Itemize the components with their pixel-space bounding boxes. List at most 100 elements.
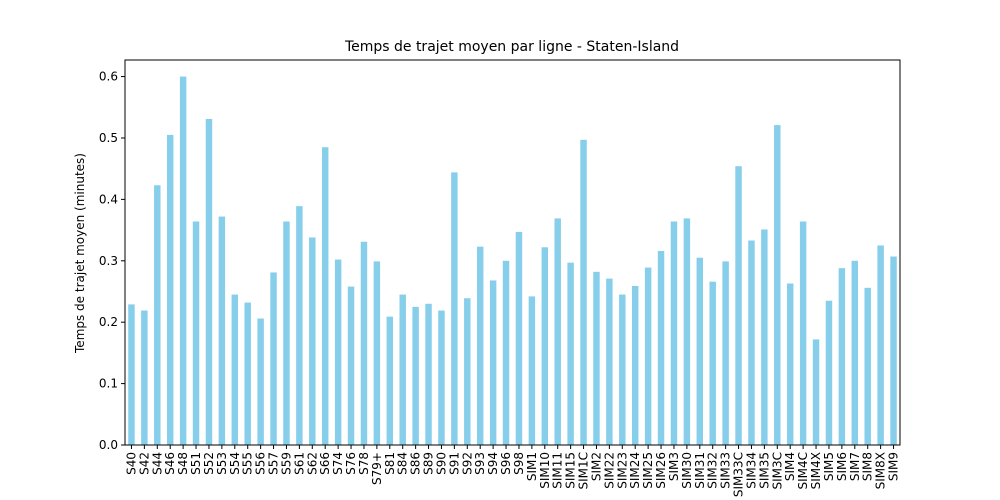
- x-axis-ticks: S40S42S44S46S48S51S52S53S54S55S56S57S59S…: [124, 445, 901, 497]
- bar-SIM7: [851, 260, 859, 445]
- x-tick-label: S96: [499, 452, 513, 475]
- bar-S51: [192, 221, 200, 445]
- x-tick-label: SIM30: [680, 452, 694, 489]
- x-tick-label: SIM8: [861, 452, 875, 481]
- y-tick-label: 0.6: [99, 70, 118, 84]
- x-tick-label: SIM11: [551, 452, 565, 489]
- x-tick-label: SIM8X: [874, 452, 888, 489]
- y-tick-label: 0.4: [99, 192, 118, 206]
- x-tick-label: S86: [409, 452, 423, 475]
- bar-S84: [399, 294, 406, 445]
- bar-SIM35: [761, 229, 768, 445]
- x-tick-label: S94: [486, 452, 500, 475]
- bar-SIM3: [670, 221, 678, 445]
- bar-S48: [179, 76, 187, 445]
- x-tick-label: S52: [202, 452, 216, 475]
- x-tick-label: S54: [228, 452, 242, 475]
- bar-S86: [412, 306, 419, 445]
- x-tick-label: SIM2: [589, 452, 603, 481]
- bar-S44: [154, 185, 161, 445]
- y-axis-ticks: 0.0 0.1 0.2 0.3 0.4 0.5 0.6: [99, 70, 125, 452]
- x-tick-label: SIM24: [628, 452, 642, 489]
- bar-SIM33C: [735, 166, 742, 445]
- bar-S46: [166, 134, 174, 445]
- bar-S42: [141, 310, 148, 445]
- bar-SIM32: [709, 281, 716, 445]
- bar-S98: [515, 231, 523, 445]
- bar-S53: [218, 216, 226, 445]
- x-tick-label: S62: [305, 452, 319, 475]
- bar-SIM33: [722, 261, 729, 445]
- bar-SIM22: [606, 278, 613, 445]
- x-tick-label: SIM7: [848, 452, 862, 481]
- bar-S62: [309, 237, 316, 445]
- bar-SIM11: [554, 218, 561, 445]
- x-tick-label: SIM25: [641, 452, 655, 489]
- x-tick-label: S44: [150, 452, 164, 475]
- bar-S90: [438, 310, 445, 445]
- bar-S57: [270, 272, 277, 445]
- x-tick-label: SIM33C: [732, 452, 746, 497]
- bar-S66: [321, 147, 329, 445]
- bar-SIM31: [696, 257, 704, 445]
- bar-SIM1C: [580, 139, 587, 445]
- bar-S52: [205, 118, 213, 446]
- x-tick-label: SIM4C: [796, 452, 810, 490]
- y-tick-label: 0.3: [99, 254, 118, 268]
- x-tick-label: SIM31: [693, 452, 707, 489]
- x-tick-label: S89: [422, 452, 436, 475]
- bar-S78: [360, 241, 368, 445]
- bar-SIM24: [631, 285, 639, 445]
- bar-SIM25: [644, 267, 652, 445]
- x-tick-label: SIM32: [706, 452, 720, 489]
- y-tick-label: 0.5: [99, 131, 118, 145]
- x-tick-label: SIM3C: [770, 452, 784, 490]
- bar-SIM34: [748, 240, 755, 445]
- x-tick-label: S81: [383, 452, 397, 475]
- x-tick-label: S74: [331, 452, 345, 475]
- x-tick-label: S90: [434, 452, 448, 475]
- bar-SIM23: [619, 294, 626, 445]
- bar-S93: [476, 246, 484, 445]
- bar-S89: [425, 303, 432, 445]
- bar-SIM2: [593, 271, 600, 445]
- x-tick-label: S93: [473, 452, 487, 475]
- x-tick-label: S76: [344, 452, 358, 475]
- x-tick-label: S98: [512, 452, 526, 475]
- x-tick-label: S79+: [370, 452, 384, 485]
- x-tick-label: S61: [292, 452, 306, 475]
- y-axis-label: Temps de trajet moyen (minutes): [73, 153, 87, 354]
- bar-S74: [334, 259, 342, 445]
- bar-S56: [257, 318, 264, 445]
- bar-SIM26: [657, 250, 665, 445]
- y-tick-label: 0.1: [99, 377, 118, 391]
- x-tick-label: SIM1C: [577, 452, 591, 490]
- x-tick-label: SIM1: [525, 452, 539, 481]
- x-tick-label: S57: [267, 452, 281, 475]
- x-tick-label: SIM33: [719, 452, 733, 489]
- x-tick-label: SIM6: [835, 452, 849, 481]
- x-tick-label: SIM35: [757, 452, 771, 489]
- bar-S40: [128, 304, 135, 445]
- bar-S55: [244, 302, 251, 445]
- y-tick-label: 0.0: [99, 438, 118, 452]
- x-tick-label: SIM9: [887, 452, 901, 481]
- x-tick-label: SIM26: [654, 452, 668, 489]
- bar-SIM4: [786, 283, 794, 445]
- bar-SIM9: [890, 256, 897, 445]
- x-tick-label: SIM10: [538, 452, 552, 489]
- x-tick-label: S51: [189, 452, 203, 475]
- bars-group: [128, 76, 897, 446]
- bar-S76: [347, 286, 355, 445]
- x-tick-label: S46: [163, 452, 177, 475]
- bar-SIM10: [541, 247, 549, 445]
- bar-S92: [464, 298, 471, 445]
- x-tick-label: SIM23: [615, 452, 629, 489]
- x-tick-label: S78: [357, 452, 371, 475]
- bar-S79+: [373, 261, 381, 445]
- bar-SIM4X: [812, 339, 820, 445]
- x-tick-label: SIM15: [564, 452, 578, 489]
- chart-title: Temps de trajet moyen par ligne - Staten…: [344, 39, 679, 55]
- bar-SIM6: [838, 268, 846, 445]
